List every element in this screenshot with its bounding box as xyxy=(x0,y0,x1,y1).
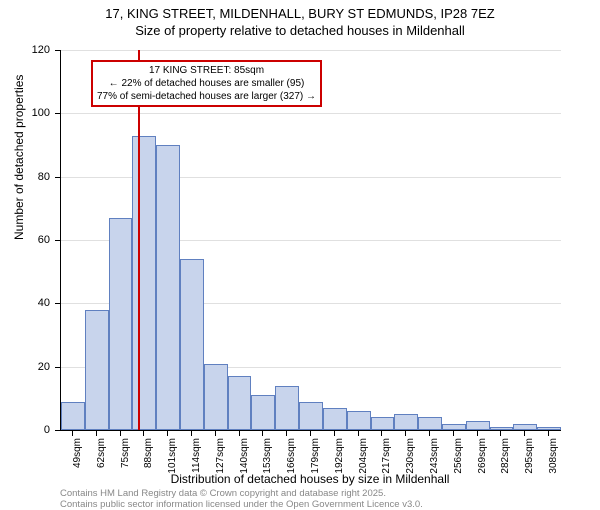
y-tick-label: 100 xyxy=(20,107,50,119)
y-tick-label: 60 xyxy=(20,234,50,246)
bar xyxy=(109,218,133,430)
y-tick-label: 120 xyxy=(20,44,50,56)
plot-area: 17 KING STREET: 85sqm ← 22% of detached … xyxy=(60,50,561,431)
bar xyxy=(156,145,180,430)
annotation-line-1: 17 KING STREET: 85sqm xyxy=(97,64,316,77)
x-tick xyxy=(453,430,454,436)
marker-line xyxy=(138,50,140,430)
bar xyxy=(204,364,228,431)
x-axis-title: Distribution of detached houses by size … xyxy=(60,472,560,486)
y-tick-label: 0 xyxy=(20,424,50,436)
chart-area: 17 KING STREET: 85sqm ← 22% of detached … xyxy=(60,50,560,430)
x-tick xyxy=(429,430,430,436)
x-tick xyxy=(96,430,97,436)
bar xyxy=(466,421,490,431)
bar xyxy=(228,376,252,430)
x-tick xyxy=(477,430,478,436)
title-line-2: Size of property relative to detached ho… xyxy=(0,23,600,40)
x-tick xyxy=(239,430,240,436)
y-tick xyxy=(55,303,61,304)
bar xyxy=(299,402,323,431)
bar xyxy=(323,408,347,430)
annotation-line-2: ← 22% of detached houses are smaller (95… xyxy=(97,77,316,90)
y-tick xyxy=(55,113,61,114)
y-tick-label: 20 xyxy=(20,361,50,373)
x-tick xyxy=(72,430,73,436)
chart-container: 17, KING STREET, MILDENHALL, BURY ST EDM… xyxy=(0,0,600,500)
bar xyxy=(251,395,275,430)
x-tick xyxy=(310,430,311,436)
y-tick-label: 40 xyxy=(20,297,50,309)
x-tick xyxy=(143,430,144,436)
footer-line-1: Contains HM Land Registry data © Crown c… xyxy=(60,488,386,499)
y-tick xyxy=(55,50,61,51)
title-line-1: 17, KING STREET, MILDENHALL, BURY ST EDM… xyxy=(0,6,600,23)
x-tick xyxy=(358,430,359,436)
y-tick xyxy=(55,177,61,178)
bar xyxy=(132,136,156,431)
x-tick xyxy=(286,430,287,436)
bar xyxy=(180,259,204,430)
footer-line-2: Contains public sector information licen… xyxy=(60,499,423,510)
x-tick xyxy=(405,430,406,436)
x-tick xyxy=(191,430,192,436)
x-tick xyxy=(548,430,549,436)
x-tick xyxy=(500,430,501,436)
annotation-box: 17 KING STREET: 85sqm ← 22% of detached … xyxy=(91,60,322,107)
annotation-line-3: 77% of semi-detached houses are larger (… xyxy=(97,90,316,103)
bar xyxy=(394,414,418,430)
x-tick xyxy=(381,430,382,436)
bar xyxy=(371,417,395,430)
y-tick-label: 80 xyxy=(20,171,50,183)
y-tick xyxy=(55,240,61,241)
y-axis-title: Number of detached properties xyxy=(12,75,26,240)
y-tick xyxy=(55,430,61,431)
grid-line xyxy=(61,50,561,51)
x-tick xyxy=(524,430,525,436)
grid-line xyxy=(61,113,561,114)
x-tick xyxy=(215,430,216,436)
x-tick xyxy=(120,430,121,436)
bar xyxy=(275,386,299,430)
x-tick xyxy=(167,430,168,436)
bar xyxy=(347,411,371,430)
x-tick xyxy=(262,430,263,436)
bar xyxy=(61,402,85,431)
x-tick xyxy=(334,430,335,436)
bar xyxy=(418,417,442,430)
bar xyxy=(85,310,109,430)
y-tick xyxy=(55,367,61,368)
